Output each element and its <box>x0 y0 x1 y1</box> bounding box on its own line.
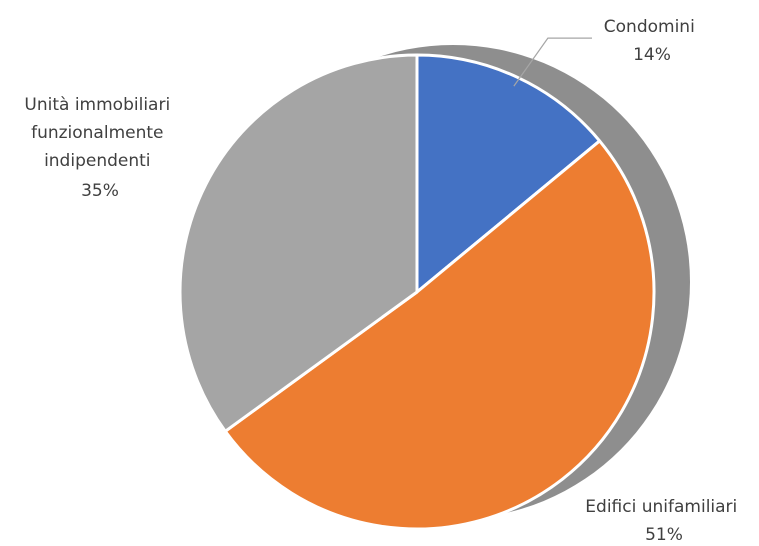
pie-slice-edifici-unifamiliari <box>223 139 656 531</box>
slice-label-edifici-value: 51% <box>645 525 683 545</box>
leader-lines <box>513 37 592 87</box>
slice-label-unita-value: 35% <box>81 181 119 201</box>
slice-label-condomini: Condomini 14% <box>604 17 700 65</box>
slice-label-edifici-unifamiliari: Edifici unifamiliari 51% <box>585 497 742 545</box>
slice-label-condomini-value: 14% <box>633 45 671 65</box>
pie-slice-condomini <box>415 53 602 294</box>
pie-slice-unita-immobiliari-funzionalmente-indipendenti <box>178 53 419 433</box>
slice-label-unita-line-2: funzionalmente <box>31 123 163 143</box>
slice-label-unita-immobiliari: Unità immobiliari funzionalmente indipen… <box>24 95 175 201</box>
slice-label-unita-line-3: indipendenti <box>44 151 150 171</box>
slice-label-edifici-name: Edifici unifamiliari <box>585 497 737 517</box>
pie-slices <box>178 53 656 531</box>
slice-label-unita-line-1: Unità immobiliari <box>24 95 170 115</box>
leader-line-condomini <box>513 37 592 87</box>
slice-label-condomini-name: Condomini <box>604 17 695 37</box>
